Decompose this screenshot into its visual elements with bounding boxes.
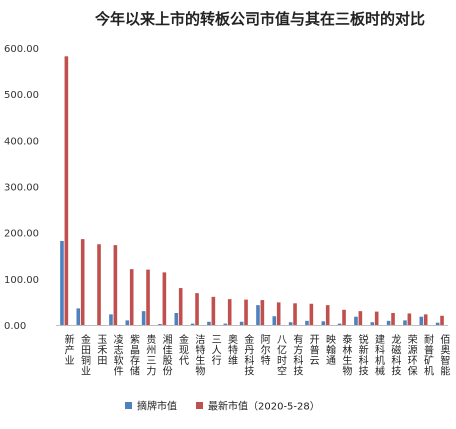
latest-value-bar xyxy=(146,269,150,325)
latest-value-bar xyxy=(358,311,363,325)
delisting-value-bar xyxy=(419,316,424,325)
delisting-value-bar xyxy=(190,323,195,325)
chart-title: 今年以来上市的转板公司市值与其在三板时的对比 xyxy=(94,10,425,28)
delisting-value-bar xyxy=(60,240,64,325)
delisting-value-bar xyxy=(256,305,260,325)
legend-swatch xyxy=(196,402,203,409)
x-tick-label: 映翰通 xyxy=(324,334,336,366)
latest-value-bar xyxy=(374,311,379,325)
y-tick-label: 500.00 xyxy=(4,90,39,101)
delisting-value-bar xyxy=(337,323,342,325)
delisting-value-bar xyxy=(207,321,211,325)
latest-value-bar xyxy=(195,293,199,325)
y-tick-label: 300.00 xyxy=(4,183,39,194)
x-tick-label: 贵州三力 xyxy=(144,333,156,377)
x-tick-label: 新产业 xyxy=(62,333,74,366)
delisting-value-bar xyxy=(76,308,81,325)
latest-value-bar xyxy=(211,296,216,325)
delisting-value-bar xyxy=(174,312,179,325)
x-tick-label: 湘佳股份 xyxy=(160,333,172,377)
x-tick-label: 金田铜业 xyxy=(79,333,91,376)
latest-value-bar xyxy=(276,302,281,325)
y-tick-label: 200.00 xyxy=(4,229,39,240)
delisting-value-bar xyxy=(288,322,293,325)
latest-value-bar xyxy=(325,305,330,325)
x-tick-label: 奥特维 xyxy=(226,333,238,366)
delisting-value-bar xyxy=(354,316,358,325)
y-tick-label: 600.00 xyxy=(4,44,39,55)
x-tick-label: 金现代 xyxy=(177,333,189,366)
latest-value-bar xyxy=(440,315,444,325)
x-tick-label: 凌志软件 xyxy=(111,333,123,377)
y-tick-label: 100.00 xyxy=(4,275,39,286)
delisting-value-bar xyxy=(305,320,309,325)
x-tick-label: 建科机械 xyxy=(373,333,385,377)
x-tick-label: 阿尔特 xyxy=(258,334,270,366)
delisting-value-bar xyxy=(435,322,440,325)
latest-value-bar xyxy=(391,312,395,325)
y-tick-label: 400.00 xyxy=(4,136,39,147)
delisting-value-bar xyxy=(109,314,113,325)
x-tick-label: 泰林生物 xyxy=(340,333,352,377)
delisting-value-bar xyxy=(272,316,277,325)
latest-value-bar xyxy=(97,244,101,325)
x-tick-label: 洁特生物 xyxy=(193,333,205,377)
latest-value-bar xyxy=(244,299,248,325)
delisting-value-bar xyxy=(223,323,228,325)
x-tick-label: 紫晶存储 xyxy=(128,334,140,377)
latest-value-bar xyxy=(113,245,118,325)
latest-value-bar xyxy=(227,299,232,325)
x-tick-label: 开普云 xyxy=(307,334,319,366)
latest-value-bar xyxy=(162,272,167,325)
delisting-value-bar xyxy=(239,321,244,325)
delisting-value-bar xyxy=(370,322,375,325)
delisting-value-bar xyxy=(141,311,146,325)
legend: 摘牌市值 最新市值（2020-5-28） xyxy=(125,400,320,413)
latest-value-bar xyxy=(342,309,346,325)
legend-label: 最新市值（2020-5-28） xyxy=(208,400,320,413)
latest-value-bar xyxy=(129,269,134,325)
latest-value-bar xyxy=(260,300,265,325)
delisting-value-bar xyxy=(386,320,391,325)
y-tick-label: 0.00 xyxy=(4,321,26,332)
latest-value-bar xyxy=(178,288,183,325)
x-tick-label: 有方科技 xyxy=(291,333,303,377)
delisting-value-bar xyxy=(125,320,130,325)
latest-value-bar xyxy=(64,56,69,326)
latest-value-bar xyxy=(309,303,314,325)
x-tick-label: 金丹科技 xyxy=(242,333,254,377)
latest-value-bar xyxy=(80,239,85,325)
latest-value-bar xyxy=(423,314,428,325)
legend-label: 摘牌市值 xyxy=(137,400,177,413)
x-tick-label: 龙磁科技 xyxy=(389,333,401,377)
latest-value-bar xyxy=(293,303,297,325)
delisting-value-bar xyxy=(403,320,407,325)
delisting-value-bar xyxy=(321,321,326,325)
latest-value-bar xyxy=(407,313,412,325)
delisting-value-bar xyxy=(158,324,162,325)
x-axis: 新产业 金田铜业 玉禾田 凌志软件 紫晶存储 贵州三力 湘佳股份 金现代 洁特生物 三人行 奥特维金… xyxy=(56,325,450,377)
bars xyxy=(60,56,444,326)
x-tick-label: 八亿时空 xyxy=(275,334,287,376)
legend-swatch xyxy=(125,402,132,409)
x-tick-label: 荣源环保 xyxy=(405,334,417,377)
y-axis: 0.00 100.00 200.00 300.00 400.00 500.00 600.00 xyxy=(4,44,39,332)
x-tick-label: 玉禾田 xyxy=(95,334,107,366)
x-tick-label: 三人行 xyxy=(209,334,221,366)
x-tick-label: 佰奥智能 xyxy=(438,333,450,377)
x-tick-label: 锐新科技 xyxy=(356,333,368,377)
x-tick-label: 耐普矿机 xyxy=(422,333,434,377)
